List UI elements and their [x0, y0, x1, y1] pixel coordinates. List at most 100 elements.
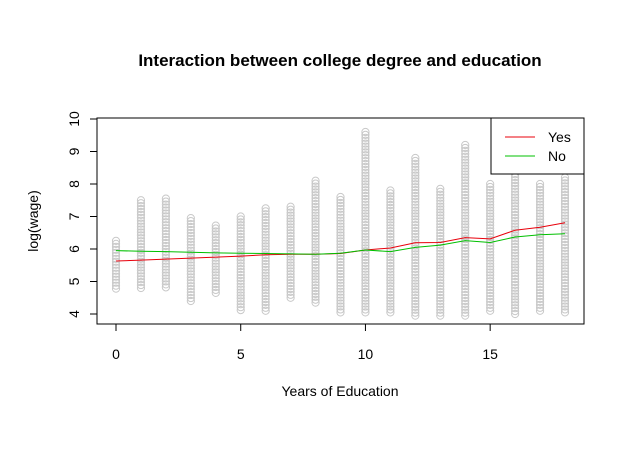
scatter-point: [535, 291, 545, 301]
scatter-point: [311, 194, 320, 203]
scatter-point: [111, 281, 121, 290]
scatter-point: [211, 277, 220, 286]
scatter-point: [211, 280, 220, 289]
scatter-point: [560, 296, 570, 305]
scatter-point: [311, 272, 320, 281]
scatter-point: [535, 250, 545, 259]
scatter-point: [461, 296, 470, 306]
scatter-point: [461, 170, 470, 179]
scatter-point: [261, 227, 270, 236]
scatter-point: [111, 269, 121, 278]
scatter-point: [461, 164, 470, 173]
scatter-point: [535, 268, 545, 277]
scatter-point: [461, 255, 470, 264]
scatter-point: [211, 250, 220, 259]
scatter-point: [311, 205, 320, 214]
scatter-point: [111, 284, 121, 293]
scatter-point: [336, 234, 345, 243]
scatter-point: [411, 206, 420, 215]
scatter-point: [461, 270, 470, 279]
scatter-point: [136, 254, 146, 263]
scatter-point: [361, 293, 370, 302]
scatter-point: [261, 242, 270, 251]
scatter-point: [286, 229, 295, 238]
scatter-point: [286, 255, 295, 264]
scatter-point: [186, 296, 195, 306]
scatter-point: [261, 224, 270, 233]
scatter-point: [336, 222, 345, 231]
scatter-point: [311, 275, 320, 284]
series-line-no: [115, 233, 566, 255]
scatter-point: [511, 187, 520, 196]
scatter-point: [386, 200, 395, 210]
scatter-point: [461, 193, 470, 203]
scatter-points: [111, 127, 570, 320]
scatter-point: [386, 270, 395, 279]
y-tick-label: 5: [66, 277, 82, 285]
scatter-point: [236, 288, 245, 297]
scatter-point: [461, 223, 470, 232]
scatter-point: [411, 285, 420, 294]
scatter-point: [511, 254, 520, 263]
scatter-point: [336, 198, 345, 208]
scatter-point: [560, 276, 570, 285]
scatter-point: [311, 289, 320, 299]
scatter-point: [486, 235, 495, 245]
scatter-point: [436, 267, 445, 276]
legend: Yes No: [490, 117, 585, 175]
scatter-point: [286, 276, 295, 285]
scatter-point: [560, 202, 570, 211]
scatter-point: [411, 311, 420, 320]
scatter-point: [560, 278, 570, 288]
scatter-point: [411, 253, 420, 262]
scatter-point: [411, 177, 420, 186]
scatter-point: [535, 274, 545, 283]
scatter-point: [461, 202, 470, 211]
scatter-point: [411, 191, 420, 201]
scatter-point: [186, 243, 195, 252]
scatter-point: [286, 267, 295, 276]
scatter-point: [161, 194, 170, 203]
scatter-point: [336, 305, 345, 314]
scatter-point: [311, 263, 320, 272]
scatter-point: [560, 220, 570, 229]
scatter-point: [511, 242, 520, 252]
scatter-point: [511, 216, 520, 225]
scatter-point: [560, 284, 570, 294]
scatter-point: [386, 218, 395, 227]
scatter-point: [511, 260, 520, 269]
scatter-point: [236, 218, 245, 227]
scatter-point: [211, 253, 220, 262]
scatter-point: [386, 253, 395, 262]
scatter-point: [461, 237, 470, 247]
scatter-point: [511, 245, 520, 255]
scatter-point: [361, 215, 370, 224]
scatter-point: [186, 240, 195, 249]
scatter-point: [286, 270, 295, 279]
legend-box: [490, 117, 585, 175]
scatter-point: [535, 294, 545, 304]
scatter-point: [411, 270, 420, 279]
scatter-point: [386, 229, 395, 239]
scatter-point: [386, 305, 395, 314]
scatter-point: [236, 259, 245, 268]
scatter-point: [136, 263, 146, 272]
scatter-point: [461, 185, 470, 194]
scatter-point: [560, 234, 570, 244]
scatter-point: [461, 235, 470, 244]
scatter-point: [286, 243, 295, 252]
scatter-point: [436, 252, 445, 261]
scatter-point: [361, 273, 370, 282]
scatter-point: [386, 241, 395, 250]
scatter-point: [286, 205, 295, 214]
scatter-point: [461, 282, 470, 291]
scatter-point: [411, 273, 420, 282]
scatter-point: [486, 277, 495, 286]
scatter-point: [486, 200, 495, 209]
scatter-point: [336, 255, 345, 264]
scatter-point: [461, 305, 470, 314]
scatter-point: [261, 292, 270, 301]
scatter-point: [560, 264, 570, 273]
scatter-point: [411, 183, 420, 192]
scatter-point: [186, 219, 195, 229]
